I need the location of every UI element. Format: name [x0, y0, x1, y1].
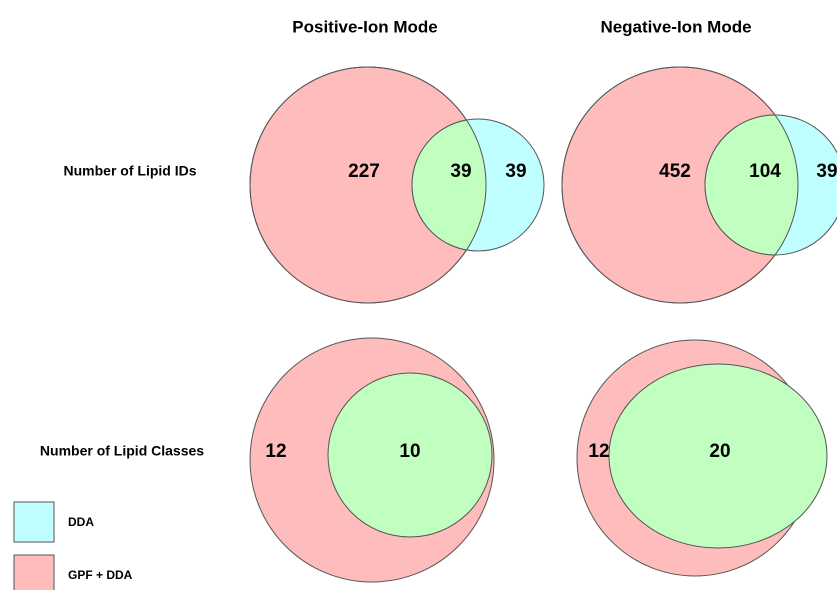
count: 12 — [588, 441, 609, 462]
count: 104 — [749, 161, 781, 182]
row-label: Number of Lipid IDs — [64, 163, 197, 179]
legend-swatch — [13, 554, 55, 590]
legend-label: DDA — [68, 515, 94, 529]
overlap-region — [327, 372, 493, 538]
overlap-region — [608, 363, 828, 549]
column-title: Negative-Ion Mode — [600, 17, 751, 36]
column-title: Positive-Ion Mode — [292, 17, 437, 36]
gpf-outline — [249, 66, 487, 304]
count: 227 — [348, 161, 380, 182]
count: 39 — [450, 161, 471, 182]
count: 12 — [265, 441, 286, 462]
count: 10 — [399, 441, 420, 462]
legend-swatch — [13, 501, 55, 543]
legend-label: GPF + DDA — [68, 568, 133, 582]
count: 39 — [816, 161, 837, 182]
row-label: Number of Lipid Classes — [40, 443, 204, 459]
count: 20 — [709, 441, 730, 462]
count: 39 — [505, 161, 526, 182]
gpf-outline — [561, 66, 799, 304]
count: 452 — [659, 161, 691, 182]
